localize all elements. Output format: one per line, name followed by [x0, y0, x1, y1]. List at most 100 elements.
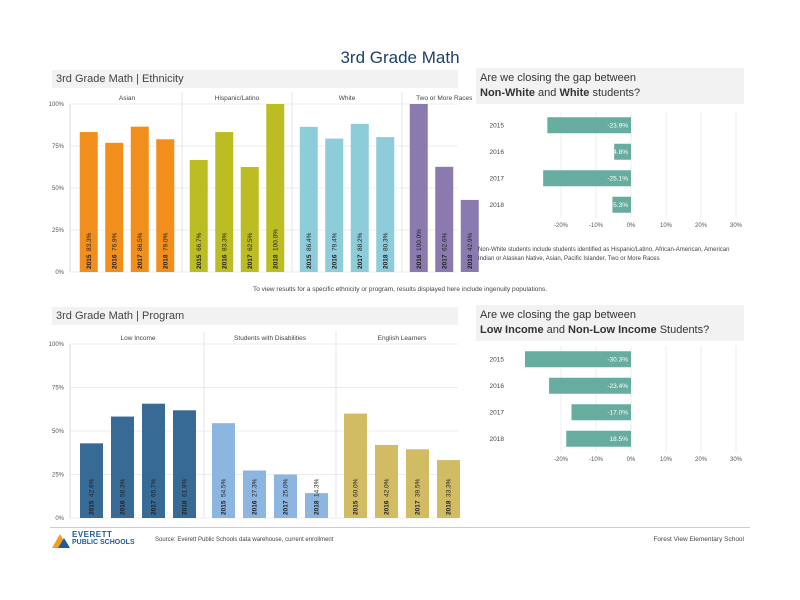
ethnicity-bar-value-label: 88.2%	[357, 232, 364, 251]
gap-income-bar-value-label: -30.3%	[607, 356, 628, 363]
gap-income-chart: -20% -10% 0% 10% 20% 30% 2015 -30.3% 2016 -23.4% 2…	[490, 346, 743, 463]
ethnicity-bar	[350, 123, 369, 272]
gap-income-bar	[524, 351, 631, 368]
ethnicity-ytick-label: 0%	[55, 270, 64, 276]
logo-text-bottom: PUBLIC SCHOOLS	[72, 539, 135, 546]
gap-income-bar	[571, 404, 631, 421]
gap-ethnicity-bar	[614, 143, 631, 160]
gap-income-bold2: Non-Low Income	[568, 324, 657, 336]
gap-ethnicity-xtick-label: 10%	[660, 223, 673, 229]
ethnicity-group-label: White	[339, 95, 356, 102]
gap-income-bar	[566, 430, 631, 447]
program-bar-year: 2017	[283, 500, 290, 515]
ethnicity-bar-value-label: 42.9%	[467, 232, 474, 251]
gap-income-line1: Are we closing the gap between	[480, 309, 636, 321]
ethnicity-bar-year: 2015	[306, 254, 313, 269]
gap-ethnicity-year-label: 2016	[490, 149, 505, 156]
gap-ethnicity-xtick-label: 30%	[730, 223, 743, 229]
program-bar	[212, 423, 235, 518]
gap-ethnicity-bar-value-label: -23.9%	[607, 122, 628, 129]
gap-income-year-label: 2015	[490, 356, 505, 363]
ethnicity-bar	[105, 142, 124, 272]
program-ytick-label: 100%	[49, 342, 65, 348]
ethnicity-bar-year: 2016	[416, 254, 423, 269]
gap-ethnicity-mid: and	[534, 87, 560, 99]
gap-income-year-label: 2018	[490, 436, 505, 443]
gap-ethnicity-xtick-label: 20%	[695, 223, 708, 229]
program-bar-year: 2018	[182, 500, 189, 515]
program-bar	[375, 444, 398, 518]
ethnicity-bar-value-label: 79.0%	[162, 232, 169, 251]
program-bar-year: 2017	[151, 500, 158, 515]
ethnicity-ytick-label: 100%	[49, 102, 65, 108]
district-logo: EVERETT PUBLIC SCHOOLS	[52, 530, 142, 550]
ethnicity-bar-value-label: 62.6%	[441, 232, 448, 251]
gap-income-year-label: 2016	[490, 383, 505, 390]
program-group-label: English Learners	[378, 335, 428, 342]
ethnicity-bar-value-label: 83.3%	[221, 232, 228, 251]
program-bar-value-label: 42.9%	[89, 478, 96, 497]
gap-ethnicity-line1: Are we closing the gap between	[480, 72, 636, 84]
ethnicity-bar-value-label: 79.4%	[331, 232, 338, 251]
ethnicity-group-label: Two or More Races	[416, 95, 473, 102]
program-bar	[406, 449, 429, 518]
gap-income-end: Students?	[656, 324, 710, 336]
program-bar	[274, 474, 297, 518]
logo-text-top: EVERETT	[72, 530, 113, 539]
gap-income-year-label: 2017	[490, 409, 505, 416]
program-bar-value-label: 58.3%	[120, 478, 127, 497]
gap-ethnicity-xtick-label: -20%	[554, 223, 569, 229]
ethnicity-bar-year: 2018	[382, 254, 389, 269]
ethnicity-bar-value-label: 80.3%	[382, 232, 389, 251]
ethnicity-bar	[409, 104, 428, 272]
gap-income-xtick-label: 20%	[695, 457, 708, 463]
program-panel-title: 3rd Grade Math | Program	[52, 307, 458, 325]
program-bar-value-label: 14.3%	[314, 478, 321, 497]
gap-income-bold1: Low Income	[480, 324, 544, 336]
program-bar-year: 2015	[221, 500, 228, 515]
ethnicity-bar	[325, 138, 344, 272]
gap-ethnicity-chart: -20% -10% 0% 10% 20% 30% 2015 -23.9% 2016 -4.8% 20…	[490, 112, 743, 229]
ethnicity-bar-value-label: 83.3%	[86, 232, 93, 251]
ethnicity-bar-year: 2016	[111, 254, 118, 269]
ethnicity-bar-year: 2018	[467, 254, 474, 269]
program-bar	[437, 460, 460, 518]
gap-ethnicity-year-label: 2018	[490, 202, 505, 209]
ethnicity-bar-value-label: 100.0%	[272, 229, 279, 251]
program-group-label: Low Income	[120, 335, 155, 342]
ethnicity-bar	[435, 166, 454, 272]
ethnicity-bar-value-label: 66.7%	[196, 232, 203, 251]
program-bar-value-label: 39.5%	[415, 478, 422, 497]
program-bar-year: 2015	[89, 500, 96, 515]
program-bar-value-label: 61.9%	[182, 478, 189, 497]
program-ytick-label: 75%	[52, 386, 65, 392]
footer-school: Forest View Elementary School	[653, 536, 744, 543]
gap-ethnicity-note: Non-White students include students iden…	[478, 247, 730, 262]
ethnicity-bar	[376, 137, 395, 272]
gap-ethnicity-bar	[547, 117, 631, 134]
program-bar-value-label: 60.0%	[353, 478, 360, 497]
program-bar	[344, 413, 367, 518]
gap-ethnicity-bar	[612, 196, 631, 213]
ethnicity-group-label: Hispanic/Latino	[215, 95, 260, 102]
program-bar-value-label: 27.3%	[252, 478, 259, 497]
ethnicity-bar	[266, 104, 285, 272]
ethnicity-bar-year: 2018	[162, 254, 169, 269]
program-bar	[173, 410, 196, 518]
gap-ethnicity-bar-value-label: -25.1%	[607, 175, 628, 182]
ethnicity-bar-value-label: 62.5%	[247, 232, 254, 251]
gap-ethnicity-year-label: 2015	[490, 122, 505, 129]
program-bar-year: 2017	[415, 500, 422, 515]
ethnicity-bar-year: 2016	[331, 254, 338, 269]
program-bar-value-label: 42.0%	[384, 478, 391, 497]
gap-income-xtick-label: 0%	[627, 457, 636, 463]
center-note: To view results for a specific ethnicity…	[252, 286, 548, 293]
program-ytick-label: 0%	[55, 516, 64, 522]
program-bar-value-label: 33.3%	[446, 478, 453, 497]
gap-income-xtick-label: 30%	[730, 457, 743, 463]
page-title: 3rd Grade Math	[340, 48, 460, 67]
ethnicity-bar	[79, 132, 98, 272]
ethnicity-panel-title: 3rd Grade Math | Ethnicity	[52, 70, 458, 88]
ethnicity-bar-year: 2018	[272, 254, 279, 269]
gap-ethnicity-xtick-label: 0%	[627, 223, 636, 229]
